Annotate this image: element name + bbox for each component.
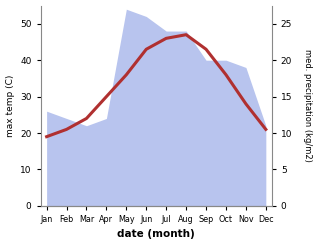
Y-axis label: med. precipitation (kg/m2): med. precipitation (kg/m2) xyxy=(303,49,313,162)
X-axis label: date (month): date (month) xyxy=(117,230,195,239)
Y-axis label: max temp (C): max temp (C) xyxy=(5,74,15,137)
